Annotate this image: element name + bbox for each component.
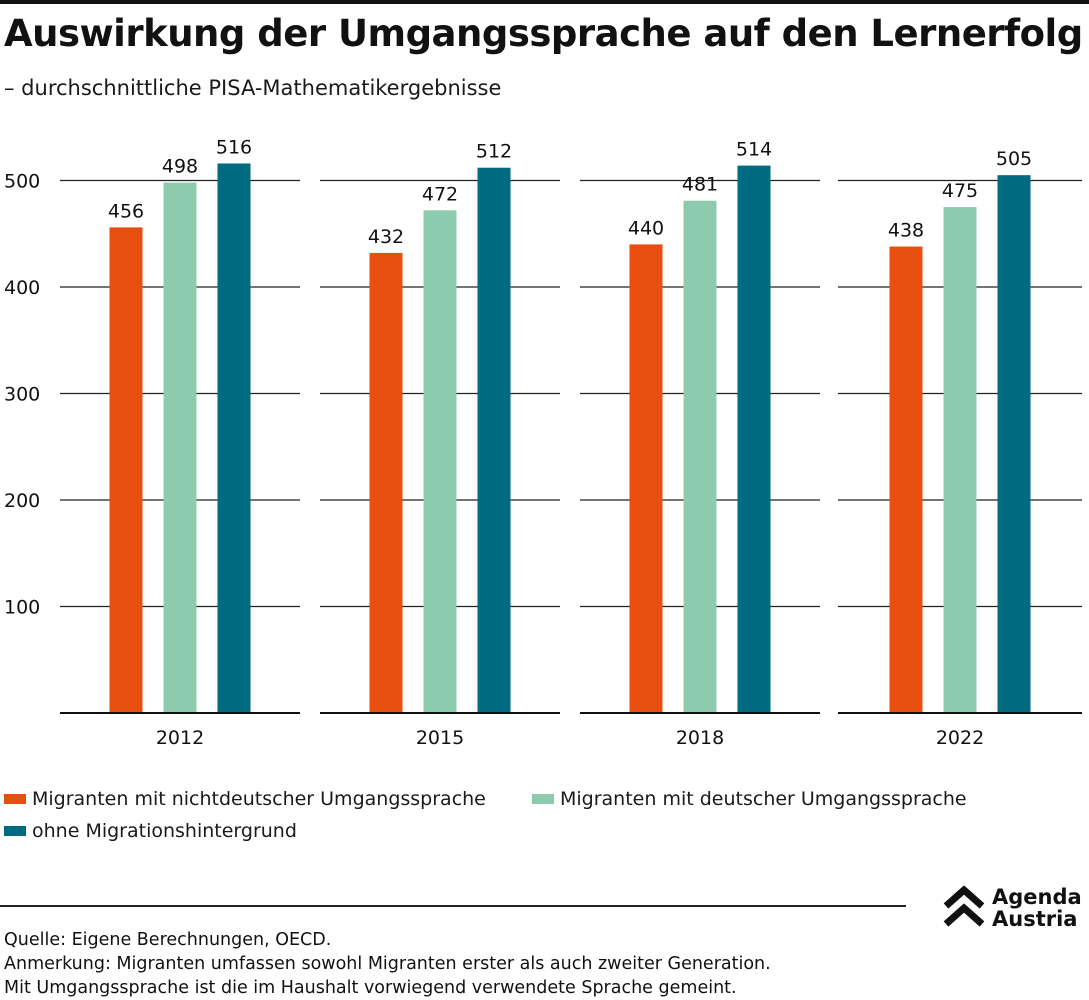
legend-item-deutsch: Migranten mit deutscher Umgangssprache [532,788,967,810]
bar [943,207,977,713]
data-label: 516 [216,136,252,158]
y-tick-label: 100 [4,597,40,619]
logo-text: Agenda Austria [992,886,1082,930]
data-label: 432 [368,226,404,248]
bar [889,246,923,713]
y-tick-label: 300 [4,384,40,406]
logo-line-1: Agenda [992,885,1082,909]
data-label: 514 [736,139,772,161]
legend-label: ohne Migrationshintergrund [32,820,297,842]
legend-label: Migranten mit deutscher Umgangssprache [560,788,967,810]
bar [423,210,457,713]
bar [737,165,771,714]
data-label: 475 [942,180,978,202]
bar [369,252,403,714]
data-label: 472 [422,183,458,205]
data-label: 505 [996,148,1032,170]
bar [477,167,511,714]
bar [109,227,143,714]
x-tick-label: 2018 [676,727,724,749]
legend-item-nichtdeutsch: Migranten mit nichtdeutscher Umgangsspra… [4,788,486,810]
top-rule [0,0,1089,4]
bar-chart: 100 200 300 400 500 456 498 516 2012 432 472 512 201… [4,136,1082,749]
x-tick-label: 2012 [156,727,204,749]
data-label: 498 [162,156,198,178]
remark-note-2: Mit Umgangssprache ist die im Haushalt v… [4,978,737,998]
source-note: Quelle: Eigene Berechnungen, OECD. [4,930,332,950]
footer: Quelle: Eigene Berechnungen, OECD. Anmer… [4,928,771,1000]
x-tick-label: 2022 [936,727,984,749]
y-tick-label: 500 [4,171,40,193]
chevron-up-icon [943,885,985,927]
data-label: 440 [628,217,664,239]
data-label: 438 [888,220,924,242]
x-tick-label: 2015 [416,727,464,749]
logo-line-2: Austria [992,907,1078,931]
agenda-austria-logo: Agenda Austria [942,884,1087,934]
legend-item-ohne-migration: ohne Migrationshintergrund [4,820,297,842]
legend-swatch [4,794,26,804]
chart-subtitle: – durchschnittliche PISA-Mathematikergeb… [4,76,502,100]
bar [997,175,1031,714]
bar [683,200,717,714]
legend-swatch [4,826,26,836]
y-tick-label: 400 [4,277,40,299]
legend-swatch [532,794,554,804]
chart-title: Auswirkung der Umgangssprache auf den Le… [4,12,1083,55]
bar [163,182,197,713]
y-tick-label: 200 [4,490,40,512]
bar [217,163,251,713]
footer-rule [0,905,906,907]
data-label: 456 [108,200,144,222]
remark-note: Anmerkung: Migranten umfassen sowohl Mig… [4,954,771,974]
data-label: 481 [682,174,718,196]
legend-label: Migranten mit nichtdeutscher Umgangsspra… [32,788,486,810]
bar [629,244,663,713]
data-label: 512 [476,141,512,163]
